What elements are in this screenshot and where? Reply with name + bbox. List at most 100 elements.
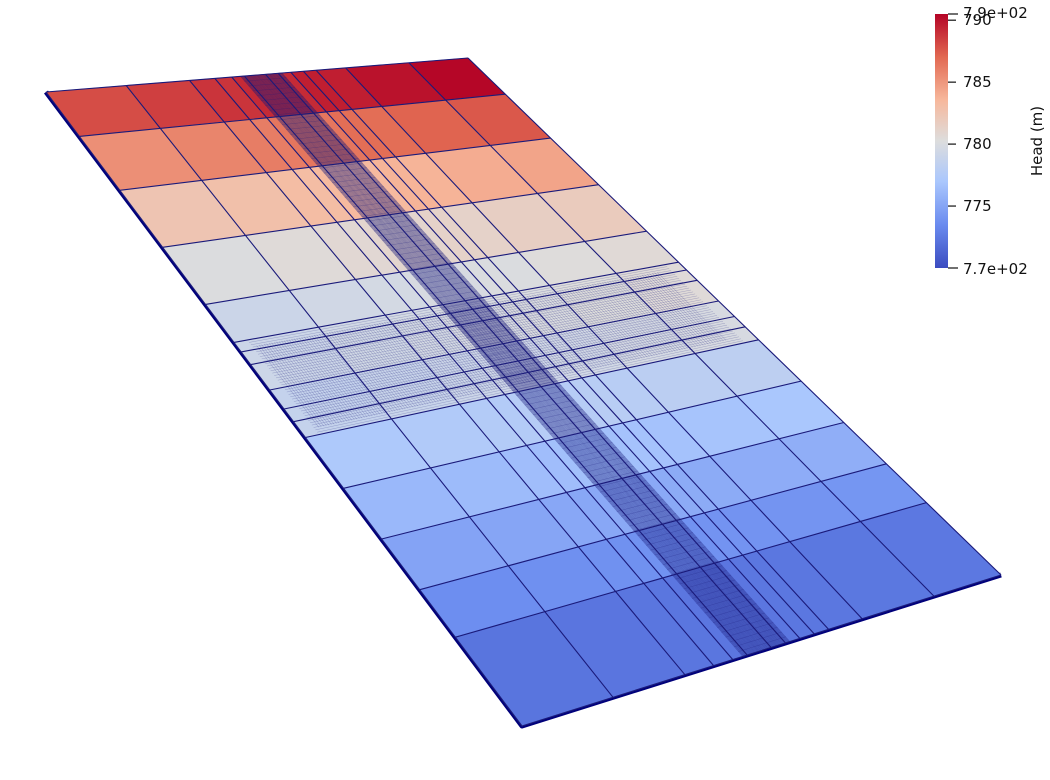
scalar-bar-tick-label: 780 (963, 135, 992, 153)
refinement-line (658, 546, 706, 561)
refinement-line (566, 442, 613, 454)
refinement-line (336, 181, 380, 188)
refinement-line (591, 470, 638, 483)
refinement-line (712, 608, 761, 623)
refinement-line (629, 513, 677, 527)
refinement-line (478, 342, 524, 353)
refinement-line (302, 143, 346, 150)
refinement-line (286, 124, 329, 130)
refinement-line (286, 307, 710, 393)
refinement-line (348, 195, 393, 203)
refinement-line (445, 304, 490, 314)
refinement-line (268, 287, 690, 369)
refinement-line (641, 527, 689, 541)
refinement-line (537, 409, 583, 420)
refinement-line (717, 612, 765, 628)
refinement-line (275, 295, 698, 379)
refinement-line (503, 371, 550, 382)
refinement-line (256, 91, 300, 96)
grid-line (305, 339, 759, 439)
refinement-line (545, 418, 592, 430)
refinement-line (332, 176, 376, 183)
grid-line (293, 326, 746, 423)
refinement-line (277, 297, 700, 381)
refinement-line (541, 413, 588, 425)
grid-line (45, 57, 469, 93)
refinement-line (616, 499, 664, 512)
refinement-line (637, 522, 685, 536)
refinement-line (574, 451, 621, 464)
refinement-line (461, 323, 507, 333)
mesh-grid-lines (45, 57, 1002, 727)
refinement-line (436, 295, 482, 304)
refinement-line (298, 139, 342, 145)
refinement-line (725, 622, 774, 638)
refinement-line (306, 328, 731, 419)
refinement-line (248, 82, 291, 87)
refinement-line (279, 299, 702, 383)
refinement-line (466, 328, 511, 338)
refinement-line (683, 574, 732, 590)
scalar-bar-legend[interactable]: 7.9e+02 7.7e+02 790 785 780 775 Head (m) (935, 4, 1046, 278)
grid-line (233, 261, 679, 343)
scalar-bar-tick-label: 790 (963, 11, 992, 29)
refinement-line (310, 332, 735, 424)
refinement-line (587, 465, 634, 478)
scalar-bar-tick-label: 785 (963, 73, 992, 91)
refinement-line (482, 347, 528, 358)
refinement-line (340, 186, 384, 193)
refinement-line (252, 86, 296, 92)
refinement-line (261, 279, 682, 360)
scalar-bar-ticks (948, 13, 958, 269)
grid-line (250, 279, 698, 366)
refinement-line (369, 219, 414, 227)
refinement-line (373, 224, 418, 232)
head-mesh-surface[interactable] (44, 57, 1002, 729)
refinement-line (449, 309, 495, 319)
refinement-line (307, 148, 351, 154)
refinement-line (411, 266, 456, 275)
range-max-label: 7.9e+02 (963, 4, 1028, 22)
refinement-line (650, 536, 698, 551)
refinement-line (595, 475, 643, 488)
scalar-bar-title: Head (m) (1028, 106, 1046, 176)
refinement-line (244, 77, 287, 82)
refinement-line (308, 330, 733, 421)
refinement-line (265, 101, 308, 106)
refinement-line (704, 598, 753, 614)
grid-line (283, 315, 735, 410)
refinement-line (288, 309, 712, 395)
refinement-line (277, 115, 321, 121)
refinement-line (258, 276, 678, 355)
refinement-line (679, 570, 727, 585)
refinement-line (524, 394, 571, 406)
refinement-line (290, 129, 334, 135)
refinement-line (274, 293, 696, 376)
refinement-line (633, 518, 681, 532)
grid-line (241, 269, 687, 353)
refinement-line (403, 257, 448, 266)
refinement-line (692, 584, 740, 599)
refinement-line (382, 233, 427, 241)
refinement-line (549, 423, 596, 435)
refinement-line (290, 311, 714, 398)
refinement-line (249, 266, 668, 343)
refinement-line (507, 375, 554, 387)
refinement-line (269, 105, 312, 111)
refinement-line (284, 305, 708, 390)
refinement-line (302, 324, 728, 414)
refinement-line (353, 200, 397, 208)
refinement-line (293, 315, 718, 402)
refinement-line (646, 532, 693, 546)
scalar-bar-gradient (935, 14, 948, 268)
refinement-line (263, 281, 684, 362)
refinement-line (250, 268, 670, 346)
refinement-line (721, 617, 770, 633)
refinement-line (281, 301, 704, 386)
refinement-line (295, 317, 720, 405)
grid-line (419, 463, 887, 591)
refinement-line (273, 110, 317, 116)
range-min-label: 7.7e+02 (963, 260, 1028, 278)
refinement-line (499, 366, 545, 377)
